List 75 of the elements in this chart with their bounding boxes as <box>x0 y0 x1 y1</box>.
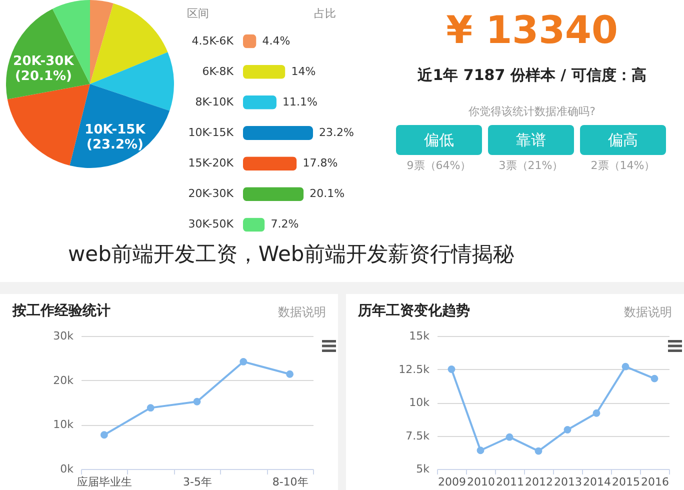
point <box>240 358 248 366</box>
y-tick-label: 15K-20K <box>188 156 234 170</box>
data-label: 11.1% <box>282 95 318 108</box>
x-tick-label: 2015 <box>612 476 640 488</box>
point <box>534 447 542 455</box>
point <box>146 404 154 412</box>
bar <box>243 218 265 232</box>
point <box>476 446 484 454</box>
y-tick-label: 7.5k <box>406 429 430 442</box>
text: 近1年 7187 份样本 / 可信度：高 <box>416 66 648 85</box>
data-label: 4.4% <box>262 34 290 48</box>
pie-slice <box>90 0 114 84</box>
text: 2票（14%） <box>590 158 656 173</box>
text: 3票（21%） <box>498 158 564 173</box>
point <box>506 433 514 441</box>
x-tick-label: 2016 <box>641 476 669 488</box>
x-tick-label: 应届毕业生 <box>77 476 132 488</box>
data-label: (23.2%) <box>86 138 144 153</box>
y-tick-label: 10k <box>409 396 430 409</box>
y-tick-label: 10k <box>53 418 74 432</box>
bar <box>243 95 276 110</box>
y-axis-title: 区间 <box>187 6 209 21</box>
point <box>100 431 108 439</box>
data-label: 20.1% <box>310 187 345 200</box>
x-tick-label: 2011 <box>496 476 524 488</box>
point <box>193 398 201 406</box>
pie-slice <box>90 3 168 84</box>
bar <box>243 156 297 171</box>
text: web前端开发工资，Web前端开发薪资行情揭秘 <box>68 240 514 268</box>
y-tick-label: 6K-8K <box>202 64 234 78</box>
y-tick-label: 0k <box>60 462 74 476</box>
x-tick-label: 8-10年 <box>272 476 308 488</box>
text: 偏高 <box>580 125 666 155</box>
x-tick-label: 3-5年 <box>183 476 212 488</box>
text: 靠谱 <box>488 125 574 155</box>
point <box>286 370 294 378</box>
chart-title: 历年工资变化趋势 <box>357 302 470 319</box>
bar <box>243 126 313 140</box>
text: 你觉得该统计数据准确吗? <box>468 104 596 119</box>
y-tick-label: 5k <box>416 462 430 476</box>
slice-label: 10K-15K <box>84 122 146 138</box>
data-label: 14% <box>291 64 316 78</box>
y-tick-label: 8K-10K <box>195 95 234 108</box>
text: 占比 <box>314 6 336 21</box>
y-tick-label: 10K-15K <box>188 126 234 139</box>
point <box>650 374 658 382</box>
pie-slice <box>90 52 174 111</box>
point <box>622 362 630 370</box>
x-tick-label: 2014 <box>583 476 611 488</box>
text: 9票（64%） <box>406 158 472 173</box>
data-label: (20.1%) <box>14 68 72 84</box>
data-label: 23.2% <box>319 126 354 139</box>
x-tick-label: 2012 <box>525 476 553 488</box>
y-tick-label: 30K-50K <box>188 218 234 231</box>
text: 偏低 <box>396 125 482 155</box>
y-tick-label: 15k <box>409 330 430 342</box>
point <box>592 409 600 417</box>
point <box>564 426 572 434</box>
y-tick-label: 20K-30K <box>188 187 234 200</box>
point <box>448 366 456 373</box>
text: 数据说明 <box>624 304 672 321</box>
y-tick-label: 4.5K-6K <box>192 34 234 48</box>
x-tick-label: 2009 <box>438 476 466 488</box>
chart-title: 按工作经验统计 <box>12 302 111 319</box>
bar <box>243 187 304 202</box>
data-label: 17.8% <box>302 156 338 170</box>
data-label: 7.2% <box>270 218 299 231</box>
bar <box>243 64 286 79</box>
y-tick-label: 30k <box>53 330 74 342</box>
y-tick-label: 12.5k <box>398 362 430 376</box>
text: 数据说明 <box>278 304 326 321</box>
x-tick-label: 2013 <box>554 476 582 488</box>
x-tick-label: 2010 <box>467 476 495 488</box>
text: ¥ 13340 <box>445 8 619 52</box>
y-tick-label: 20k <box>53 374 74 387</box>
